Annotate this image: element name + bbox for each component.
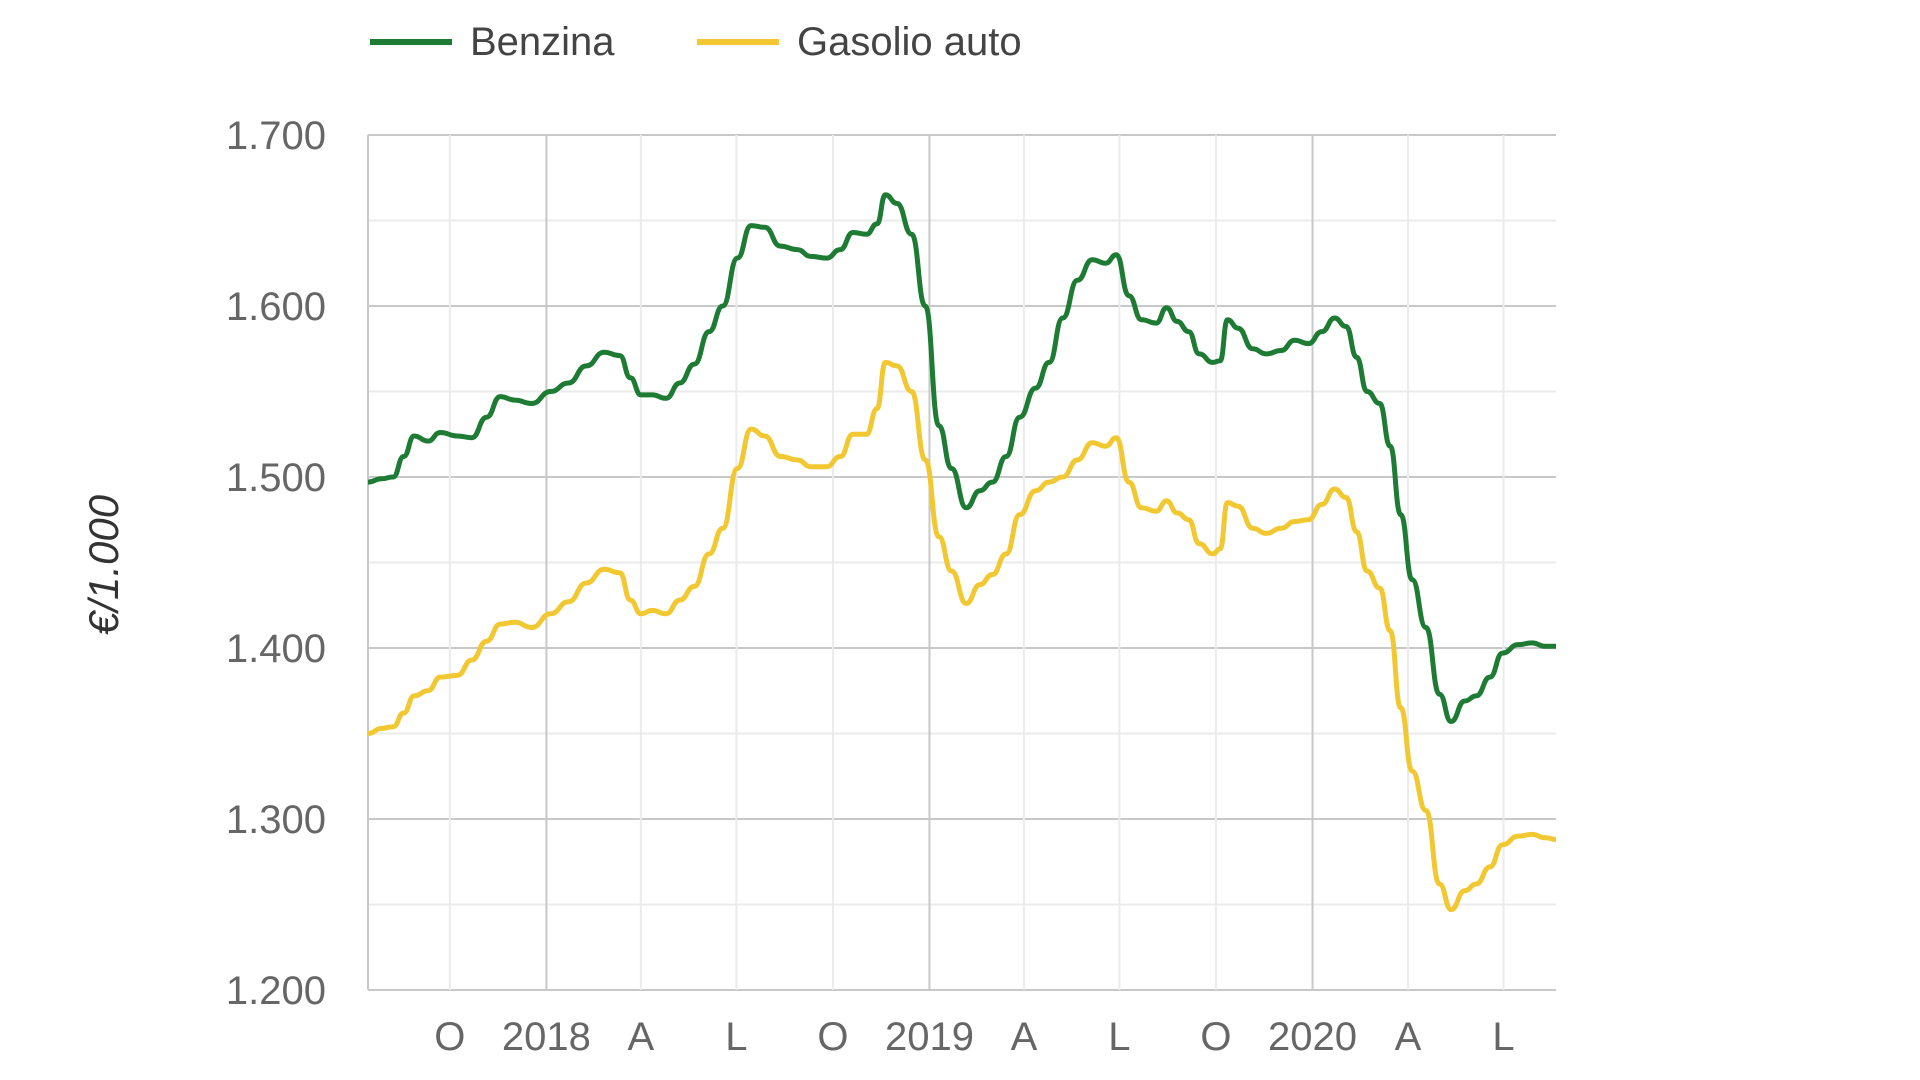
series-line-benzina bbox=[367, 192, 1556, 724]
y-tick-label: 1.200 bbox=[226, 969, 326, 1013]
x-tick-label: O bbox=[1200, 1015, 1231, 1059]
legend-label: Gasolio auto bbox=[797, 20, 1022, 64]
series-line-gasolio bbox=[367, 359, 1557, 913]
legend: Benzina Gasolio auto bbox=[370, 20, 1022, 64]
x-tick-label: L bbox=[725, 1015, 747, 1059]
y-axis-ticks: 1.700 1.600 1.500 1.400 1.300 1.200 bbox=[226, 114, 326, 1013]
y-tick-label: 1.500 bbox=[226, 456, 326, 500]
x-tick-label: A bbox=[1011, 1015, 1038, 1059]
y-tick-label: 1.300 bbox=[226, 798, 326, 842]
x-tick-label: 2019 bbox=[885, 1015, 974, 1059]
x-tick-label: 2018 bbox=[502, 1015, 591, 1059]
y-tick-label: 1.400 bbox=[226, 627, 326, 671]
gridlines bbox=[367, 134, 1556, 991]
x-tick-label: 2020 bbox=[1268, 1015, 1357, 1059]
legend-label: Benzina bbox=[470, 20, 615, 64]
x-tick-label: A bbox=[628, 1015, 655, 1059]
x-tick-label: L bbox=[1108, 1015, 1130, 1059]
y-axis-label: €/1.000 bbox=[80, 494, 127, 635]
x-tick-label: L bbox=[1492, 1015, 1514, 1059]
y-tick-label: 1.600 bbox=[226, 285, 326, 329]
series-lines bbox=[367, 192, 1557, 913]
x-tick-label: O bbox=[434, 1015, 465, 1059]
x-axis-ticks: O 2018 A L O 2019 A L O 2020 A L bbox=[434, 1015, 1514, 1059]
x-tick-label: A bbox=[1395, 1015, 1422, 1059]
y-tick-label: 1.700 bbox=[226, 114, 326, 158]
x-tick-label: O bbox=[817, 1015, 848, 1059]
